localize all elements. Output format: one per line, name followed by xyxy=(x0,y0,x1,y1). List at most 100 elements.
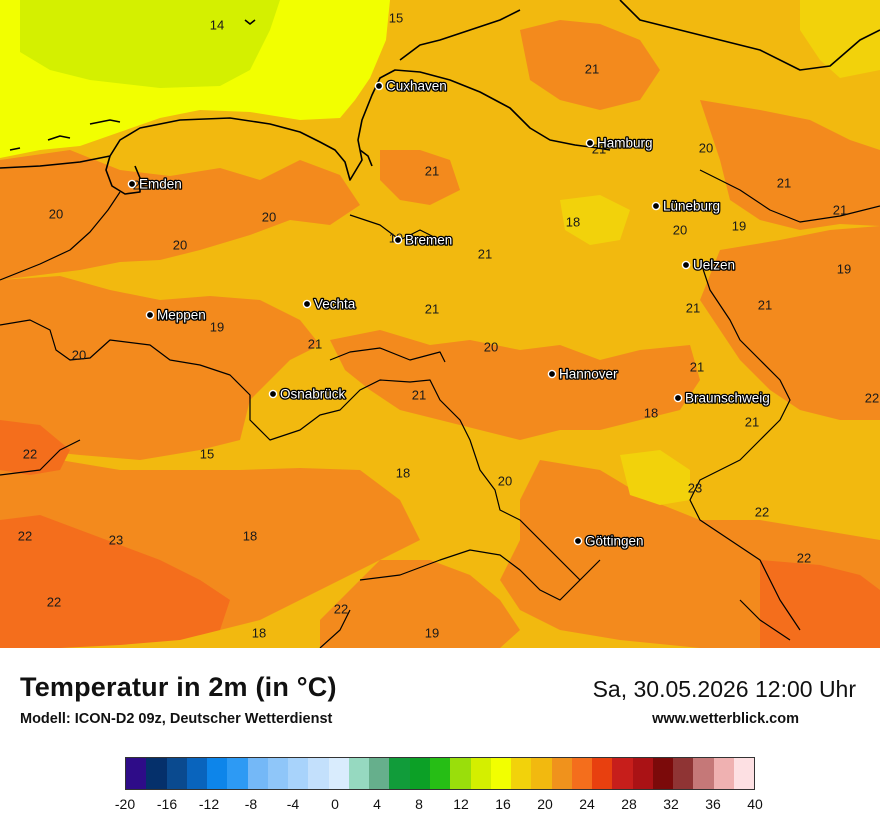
temperature-value: 21 xyxy=(585,61,599,76)
legend-tick-label: 20 xyxy=(537,796,553,812)
city-dot xyxy=(651,201,661,211)
temperature-value: 18 xyxy=(566,214,580,229)
temperature-value: 19 xyxy=(425,625,439,640)
temperature-value: 21 xyxy=(308,336,322,351)
legend-tick-label: -8 xyxy=(244,796,258,812)
temperature-value: 20 xyxy=(699,140,713,155)
temp-16-area-east xyxy=(800,0,880,78)
temperature-value: 22 xyxy=(23,446,37,461)
legend-swatch xyxy=(369,758,390,789)
legend-swatch xyxy=(288,758,309,789)
temperature-value: 23 xyxy=(109,532,123,547)
legend-tick-label: 4 xyxy=(373,796,381,812)
temp-20-regions xyxy=(0,20,880,648)
info-panel xyxy=(0,648,880,830)
temperature-value: 20 xyxy=(49,206,63,221)
legend-swatch xyxy=(673,758,694,789)
legend-tick-label: -20 xyxy=(114,796,136,812)
temperature-value: 21 xyxy=(690,359,704,374)
legend-swatch xyxy=(470,758,491,789)
temperature-value: 21 xyxy=(592,141,606,156)
temp-14-area xyxy=(20,0,280,88)
city-label: Bremen xyxy=(405,233,452,248)
city-label: Meppen xyxy=(157,308,206,323)
city-marker[interactable]: Emden xyxy=(127,175,183,193)
city-dot xyxy=(127,179,137,189)
temp-22-regions xyxy=(0,420,880,648)
legend-swatch xyxy=(429,758,451,789)
temperature-value: 22 xyxy=(755,504,769,519)
city-marker[interactable]: Uelzen xyxy=(681,256,736,274)
temperature-value: 19 xyxy=(732,218,746,233)
temperature-value: 22 xyxy=(18,528,32,543)
city-marker[interactable]: Meppen xyxy=(145,306,207,324)
legend-swatch xyxy=(247,758,268,789)
temperature-value: 21 xyxy=(425,163,439,178)
city-dot xyxy=(547,369,557,379)
legend-swatch xyxy=(612,758,633,789)
city-dot xyxy=(302,299,312,309)
temperature-value: 20 xyxy=(498,473,512,488)
city-marker[interactable]: Lüneburg xyxy=(651,197,721,215)
legend-swatch xyxy=(733,758,755,789)
city-marker[interactable]: Hannover xyxy=(547,365,619,383)
temperature-value: 14 xyxy=(210,17,224,32)
temperature-value: 21 xyxy=(133,177,147,192)
city-dot xyxy=(393,235,403,245)
city-marker[interactable]: Göttingen xyxy=(573,532,645,550)
temperature-value: 21 xyxy=(758,297,772,312)
temperature-value: 20 xyxy=(173,237,187,252)
temperature-value: 19 xyxy=(837,261,851,276)
legend-swatch xyxy=(551,758,572,789)
city-label: Hannover xyxy=(559,367,618,382)
legend-swatch xyxy=(571,758,593,789)
color-legend xyxy=(125,757,755,790)
city-marker[interactable]: Osnabrück xyxy=(268,385,347,403)
legend-swatch xyxy=(389,758,410,789)
legend-swatch xyxy=(490,758,512,789)
legend-tick-label: 40 xyxy=(747,796,763,812)
temperature-value: 22 xyxy=(334,601,348,616)
legend-tick-label: 28 xyxy=(621,796,637,812)
temperature-value: 20 xyxy=(262,209,276,224)
legend-swatch xyxy=(409,758,430,789)
coastline xyxy=(0,0,880,195)
legend-swatch xyxy=(207,758,228,789)
forecast-datetime: Sa, 30.05.2026 12:00 Uhr xyxy=(592,676,856,702)
legend-tick-label: 36 xyxy=(705,796,721,812)
temperature-value: 20 xyxy=(72,347,86,362)
temperature-value: 19 xyxy=(210,319,224,334)
city-dot xyxy=(268,389,278,399)
city-label: Braunschweig xyxy=(685,391,770,406)
city-marker[interactable]: Cuxhaven xyxy=(374,77,448,95)
legend-swatch xyxy=(166,758,187,789)
legend-swatch xyxy=(126,758,147,789)
legend-tick-label: -4 xyxy=(286,796,300,812)
city-marker[interactable]: Braunschweig xyxy=(673,389,771,407)
legend-tick-labels: -20 -16 -12 -8 -4 0 4 8 12 16 20 24 28 32 36 40 xyxy=(115,796,763,814)
city-marker[interactable]: Bremen xyxy=(393,231,454,249)
temperature-value: 22 xyxy=(589,532,603,547)
temperature-value: 21 xyxy=(833,202,847,217)
model-subtitle: Modell: ICON-D2 09z, Deutscher Wetterdie… xyxy=(20,711,333,727)
legend-swatch xyxy=(632,758,653,789)
legend-tick-label: -16 xyxy=(156,796,178,812)
temperature-value: 18 xyxy=(243,528,257,543)
website-link[interactable]: www.wetterblick.com xyxy=(652,711,799,727)
city-label: Lüneburg xyxy=(663,199,720,214)
temperature-value: 15 xyxy=(200,446,214,461)
legend-tick-label: 24 xyxy=(579,796,595,812)
legend-swatch xyxy=(713,758,734,789)
temperature-value: 21 xyxy=(598,366,612,381)
legend-swatch xyxy=(450,758,471,789)
city-label: Hamburg xyxy=(597,136,653,151)
legend-swatch xyxy=(592,758,613,789)
legend-swatch xyxy=(227,758,248,789)
city-label: Uelzen xyxy=(693,258,735,273)
city-marker[interactable]: Vechta xyxy=(302,295,357,313)
city-marker[interactable]: Hamburg xyxy=(585,134,654,152)
temperature-value: 23 xyxy=(688,480,702,495)
temperature-map[interactable]: 14 15 21 21 20 21 21 21 20 18 20 19 21 20 19 21 19 20 21 19… xyxy=(0,0,880,648)
legend-swatch xyxy=(328,758,349,789)
temperature-value: 21 xyxy=(686,300,700,315)
